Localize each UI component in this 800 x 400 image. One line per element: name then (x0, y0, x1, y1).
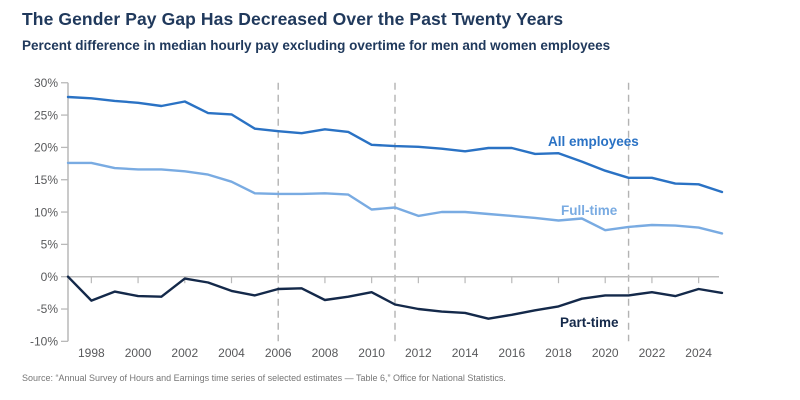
x-tick-label: 2002 (171, 346, 198, 360)
chart-subtitle: Percent difference in median hourly pay … (22, 38, 611, 53)
y-tick-label: -5% (37, 302, 59, 316)
y-tick-label: 30% (34, 76, 58, 90)
x-tick-label: 1998 (78, 346, 105, 360)
x-tick-label: 2016 (498, 346, 525, 360)
y-tick-label: -10% (30, 335, 58, 349)
series-label-part-time: Part-time (560, 315, 619, 330)
y-tick-label: 15% (34, 173, 58, 187)
x-tick-label: 2004 (218, 346, 245, 360)
y-tick-label: 10% (34, 205, 58, 219)
x-tick-label: 2006 (265, 346, 292, 360)
y-tick-label: 25% (34, 108, 58, 122)
x-tick-label: 2020 (592, 346, 619, 360)
y-tick-label: 5% (41, 238, 59, 252)
series-label-all-employees: All employees (548, 134, 639, 149)
x-tick-label: 2024 (685, 346, 712, 360)
x-tick-label: 2000 (125, 346, 152, 360)
line-full-time (66, 161, 724, 235)
chart-title: The Gender Pay Gap Has Decreased Over th… (22, 9, 564, 29)
x-tick-label: 2012 (405, 346, 432, 360)
source-note: Source: “Annual Survey of Hours and Earn… (22, 373, 506, 383)
y-tick-label: 0% (41, 270, 59, 284)
x-tick-label: 2018 (545, 346, 572, 360)
x-tick-label: 2010 (358, 346, 385, 360)
series-label-full-time: Full-time (561, 203, 618, 218)
line-part-time (66, 275, 724, 320)
line-all-employees (66, 95, 724, 194)
x-tick-label: 2022 (639, 346, 666, 360)
y-tick-label: 20% (34, 141, 58, 155)
x-tick-label: 2008 (312, 346, 339, 360)
x-tick-label: 2014 (452, 346, 479, 360)
